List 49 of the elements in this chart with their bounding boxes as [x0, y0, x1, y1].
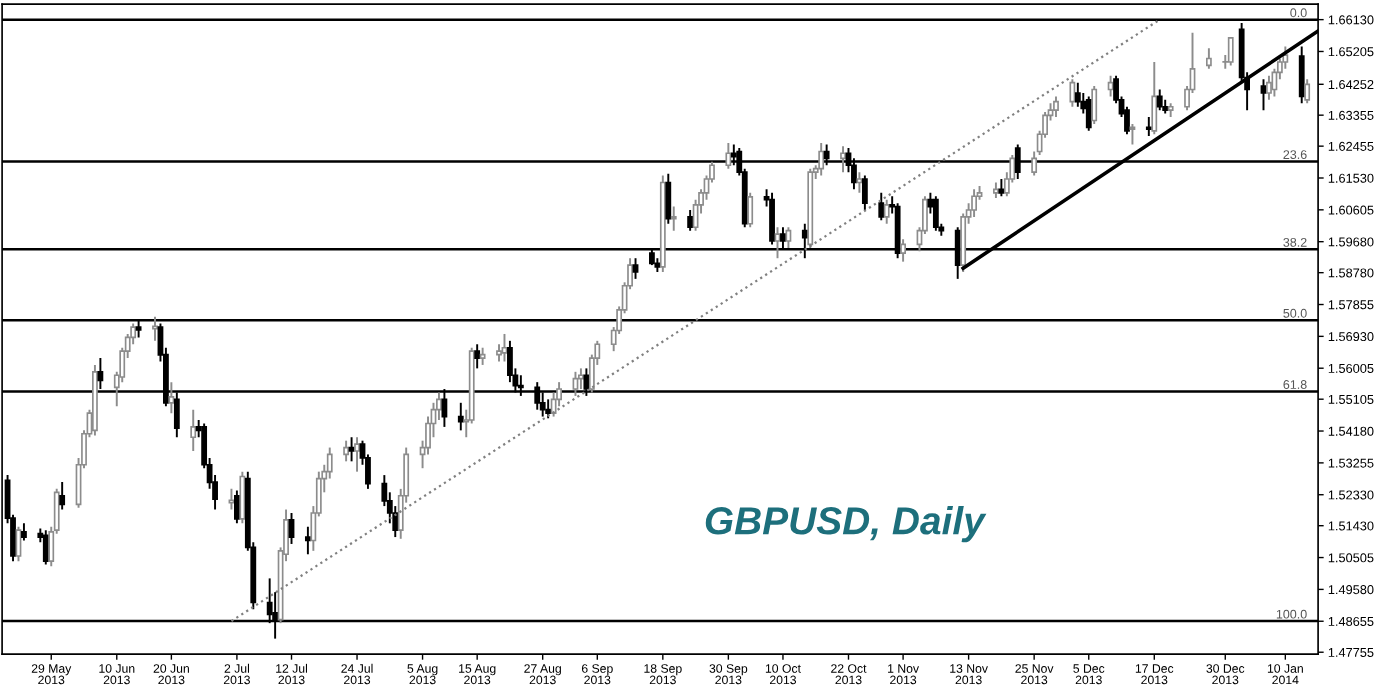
candlestick — [1227, 36, 1234, 67]
candlestick — [354, 436, 360, 473]
candlestick — [818, 141, 825, 177]
candlestick — [545, 398, 552, 420]
candlestick — [632, 257, 639, 280]
candlestick — [785, 226, 792, 249]
candlestick — [1091, 85, 1098, 125]
candlestick — [239, 470, 246, 525]
candlestick — [507, 339, 513, 384]
candlestick — [1085, 95, 1092, 132]
candlestick — [900, 238, 907, 263]
candlestick — [572, 370, 579, 397]
candlestick — [168, 381, 175, 415]
candlestick — [878, 191, 885, 222]
candlestick — [474, 343, 481, 370]
candlestick — [59, 481, 66, 511]
candlestick — [228, 487, 235, 511]
candlestick — [343, 439, 350, 463]
candlestick — [769, 191, 775, 246]
candlestick — [578, 367, 584, 390]
candlestick — [883, 198, 890, 225]
candlestick — [856, 171, 863, 194]
candlestick — [1151, 61, 1158, 136]
candlestick — [665, 172, 672, 225]
candlestick — [1156, 88, 1163, 112]
candlestick — [304, 525, 311, 556]
candlestick — [747, 191, 754, 229]
candlestick — [670, 205, 677, 232]
candlestick — [501, 332, 508, 363]
candlestick — [971, 188, 977, 218]
candlestick — [932, 195, 939, 232]
candlestick — [1069, 78, 1076, 108]
candlestick — [1205, 47, 1212, 70]
candlestick — [1260, 78, 1267, 112]
candlestick — [774, 226, 781, 260]
candlestick — [1053, 95, 1059, 119]
candlestick — [861, 174, 868, 211]
candlestick — [725, 141, 732, 170]
candlestick — [1304, 78, 1311, 105]
candlestick — [190, 408, 197, 452]
candlestick — [457, 401, 464, 432]
candlestick — [348, 436, 355, 463]
candlestick — [152, 315, 158, 342]
candlestick — [1074, 81, 1081, 108]
candlestick — [1298, 45, 1305, 105]
text: GBPUSD, Daily — [705, 506, 987, 543]
candlestick — [1266, 74, 1272, 101]
candlestick — [687, 209, 694, 232]
candlestick — [840, 145, 846, 174]
